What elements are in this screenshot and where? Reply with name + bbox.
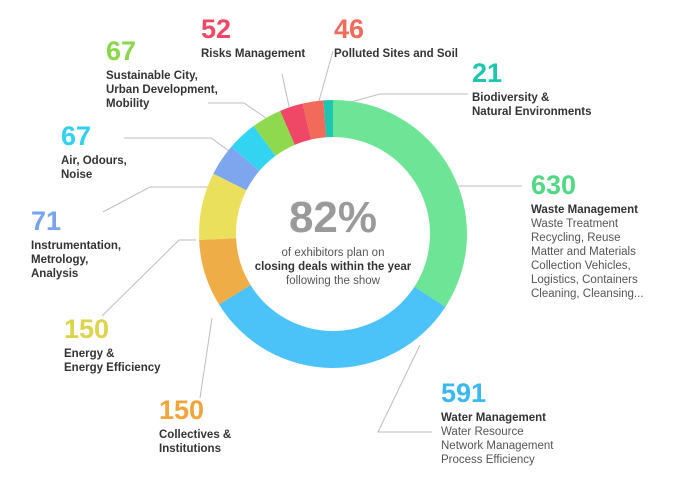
label-value: 630 bbox=[531, 170, 577, 200]
label-details: Waste Treatment Recycling, Reuse Matter … bbox=[531, 218, 644, 300]
label-water-management: 591 Water Management Water Resource Netw… bbox=[441, 380, 554, 467]
label-biodiversity: 21 Biodiversity & Natural Environments bbox=[472, 60, 592, 119]
center-percent: 82% bbox=[288, 193, 378, 242]
label-instrumentation: 71 Instrumentation, Metrology, Analysis bbox=[31, 208, 121, 281]
center-line-2: closing deals within the year bbox=[254, 261, 412, 273]
leader-line bbox=[281, 73, 291, 112]
label-value: 71 bbox=[31, 206, 62, 236]
label-value: 46 bbox=[334, 14, 365, 44]
leader-line bbox=[101, 239, 196, 317]
leader-line bbox=[316, 50, 334, 109]
donut-slice-biodiversity-natural-environments bbox=[323, 100, 333, 138]
donut-slice-risks-management bbox=[280, 103, 312, 145]
label-title: Polluted Sites and Soil bbox=[334, 48, 458, 60]
label-title: Biodiversity & Natural Environments bbox=[472, 92, 592, 118]
donut-slice-water-management bbox=[219, 285, 446, 368]
center-line-1: of exhibitors plan on bbox=[281, 247, 385, 259]
leader-line bbox=[208, 102, 267, 119]
label-collectives: 150 Collectives & Institutions bbox=[159, 397, 231, 456]
donut-slice-air-odours-noise bbox=[231, 125, 276, 171]
donut-slice-polluted-sites-and-soil bbox=[302, 100, 327, 140]
label-sustainable-city: 67 Sustainable City, Urban Development, … bbox=[106, 38, 218, 111]
label-title: Energy & Energy Efficiency bbox=[64, 348, 161, 374]
center-line-3: following the show bbox=[286, 275, 380, 287]
label-title: Waste Management bbox=[531, 204, 638, 216]
label-value: 52 bbox=[201, 14, 232, 44]
label-risks: 52 Risks Management bbox=[201, 16, 305, 61]
donut-slice-collectives-institutions bbox=[199, 238, 251, 305]
label-title: Air, Odours, Noise bbox=[61, 155, 127, 181]
donut-slice-energy-energy-efficiency bbox=[199, 173, 247, 240]
leader-line bbox=[199, 317, 213, 399]
leader-line bbox=[102, 186, 208, 213]
label-value: 150 bbox=[64, 314, 110, 344]
leader-line bbox=[377, 344, 432, 433]
donut-slice-instrumentation-metrology-analysis bbox=[213, 146, 260, 191]
donut-slice-sustainable-city-urban-development-mobility bbox=[253, 110, 295, 156]
label-title: Collectives & Institutions bbox=[159, 429, 232, 455]
label-polluted-sites: 46 Polluted Sites and Soil bbox=[334, 16, 458, 61]
donut-slice-waste-management bbox=[333, 100, 467, 307]
label-value: 21 bbox=[472, 58, 503, 88]
label-title: Water Management bbox=[441, 412, 547, 424]
label-details: Water Resource Network Management Proces… bbox=[441, 426, 554, 466]
label-value: 67 bbox=[61, 121, 92, 151]
label-title: Risks Management bbox=[201, 48, 306, 60]
label-energy: 150 Energy & Energy Efficiency bbox=[64, 316, 161, 375]
label-value: 150 bbox=[159, 395, 205, 425]
leader-line bbox=[124, 137, 233, 154]
label-value: 67 bbox=[106, 36, 137, 66]
label-title: Sustainable City, Urban Development, Mob… bbox=[106, 70, 218, 110]
center-summary: 82% of exhibitors plan on closing deals … bbox=[240, 196, 426, 288]
label-waste-management: 630 Waste Management Waste Treatment Rec… bbox=[531, 172, 644, 301]
label-title: Instrumentation, Metrology, Analysis bbox=[31, 240, 122, 280]
label-air-odours: 67 Air, Odours, Noise bbox=[61, 123, 127, 182]
label-value: 591 bbox=[441, 378, 487, 408]
